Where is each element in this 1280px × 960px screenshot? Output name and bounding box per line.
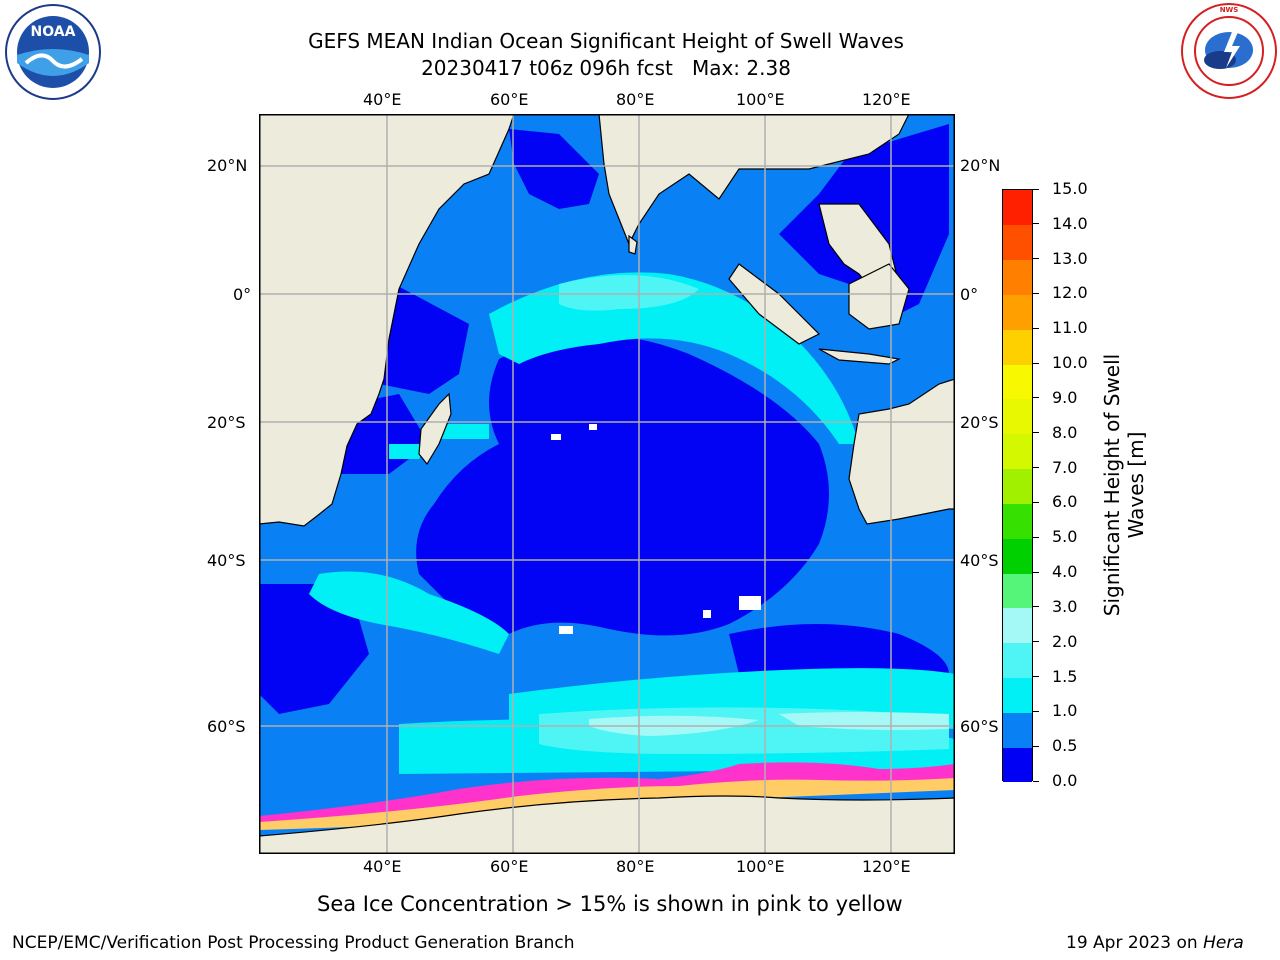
footer-right: 19 Apr 2023 on Hera xyxy=(1066,933,1244,953)
colorbar-segment xyxy=(1003,398,1032,435)
lon-label-bottom-100e: 100°E xyxy=(736,857,785,876)
colorbar-tick xyxy=(1033,606,1039,608)
colorbar-title-line2: Waves [m] xyxy=(1124,431,1148,539)
colorbar-tick xyxy=(1033,676,1039,678)
lat-label-left-40s: 40°S xyxy=(207,551,246,570)
lat-label-right-40s: 40°S xyxy=(960,551,999,570)
colorbar-segment xyxy=(1003,259,1032,295)
map-frame xyxy=(259,114,955,854)
lon-label-bottom-60e: 60°E xyxy=(490,857,529,876)
colorbar-tick xyxy=(1033,501,1039,503)
colorbar-level-label: 8.0 xyxy=(1052,422,1078,442)
nws-logo-icon: NWS xyxy=(1180,2,1278,104)
sea-ice-caption: Sea Ice Concentration > 15% is shown in … xyxy=(317,892,903,916)
colorbar-segment xyxy=(1003,573,1032,609)
lon-label-top-120e: 120°E xyxy=(862,90,911,109)
colorbar-segment xyxy=(1003,607,1032,644)
colorbar-tick xyxy=(1033,536,1039,538)
colorbar-level-label: 1.5 xyxy=(1052,666,1078,686)
small-islands xyxy=(551,424,761,634)
colorbar-tick xyxy=(1033,327,1039,329)
lon-label-bottom-120e: 120°E xyxy=(862,857,911,876)
colorbar-level-label: 2.0 xyxy=(1052,631,1078,651)
lon-label-top-80e: 80°E xyxy=(616,90,655,109)
colorbar-tick xyxy=(1033,397,1039,399)
colorbar-segment xyxy=(1003,468,1032,504)
colorbar-tick xyxy=(1033,745,1039,747)
noaa-logo-icon: NOAA xyxy=(4,3,102,105)
colorbar-level-label: 3.0 xyxy=(1052,596,1078,616)
lon-label-top-100e: 100°E xyxy=(736,90,785,109)
colorbar-tick xyxy=(1033,362,1039,364)
lon-label-top-40e: 40°E xyxy=(363,90,402,109)
land-madagascar xyxy=(418,392,452,466)
chart-title-line2: 20230417 t06z 096h fcst Max: 2.38 xyxy=(421,56,791,80)
colorbar-level-label: 4.0 xyxy=(1052,562,1078,582)
chart-title-line1: GEFS MEAN Indian Ocean Significant Heigh… xyxy=(308,29,904,53)
colorbar-segment xyxy=(1003,538,1032,574)
footer-date: 19 Apr 2023 on xyxy=(1066,933,1204,953)
noaa-logo-text: NOAA xyxy=(31,24,76,40)
colorbar-tick xyxy=(1033,467,1039,469)
land-australia xyxy=(848,378,955,525)
land-sri-lanka xyxy=(628,234,638,255)
colorbar-level-label: 15.0 xyxy=(1052,179,1088,198)
lat-label-left-60s: 60°S xyxy=(207,717,246,736)
colorbar-tick xyxy=(1033,188,1039,190)
colorbar-level-label: 12.0 xyxy=(1052,283,1088,303)
colorbar-level-label: 1.0 xyxy=(1052,701,1078,721)
land-java xyxy=(818,348,901,365)
colorbar-title-line1: Significant Height of Swell xyxy=(1100,353,1124,617)
footer-host: Hera xyxy=(1203,933,1244,953)
lat-label-left-20n: 20°N xyxy=(207,156,248,175)
colorbar-level-label: 10.0 xyxy=(1052,353,1088,373)
colorbar-level-label: 7.0 xyxy=(1052,457,1078,477)
colorbar-level-label: 13.0 xyxy=(1052,248,1088,268)
colorbar-segment xyxy=(1003,190,1032,226)
colorbar-segment xyxy=(1003,364,1032,400)
colorbar-tick xyxy=(1033,571,1039,573)
colorbar-level-label: 9.0 xyxy=(1052,387,1078,407)
swell-height-map xyxy=(259,114,955,854)
svg-text:NWS: NWS xyxy=(1220,6,1239,14)
colorbar-tick xyxy=(1033,432,1039,434)
colorbar-level-label: 5.0 xyxy=(1052,527,1078,547)
colorbar-level-label: 0.0 xyxy=(1052,771,1078,790)
colorbar-tick xyxy=(1033,292,1039,294)
colorbar-level-label: 11.0 xyxy=(1052,318,1088,338)
lat-label-left-0: 0° xyxy=(233,285,252,304)
footer-left: NCEP/EMC/Verification Post Processing Pr… xyxy=(12,933,575,953)
colorbar-title: Significant Height of Swell Waves [m] xyxy=(1100,335,1148,635)
colorbar xyxy=(1002,189,1033,783)
land-india xyxy=(598,114,910,246)
lon-label-bottom-40e: 40°E xyxy=(363,857,402,876)
lat-label-left-20s: 20°S xyxy=(207,413,246,432)
colorbar-segment xyxy=(1003,712,1032,748)
colorbar-segment xyxy=(1003,294,1032,330)
lon-label-bottom-80e: 80°E xyxy=(616,857,655,876)
land-borneo xyxy=(848,263,910,330)
colorbar-segment xyxy=(1003,503,1032,539)
colorbar-segment xyxy=(1003,224,1032,261)
colorbar-tick xyxy=(1033,710,1039,712)
colorbar-level-label: 14.0 xyxy=(1052,213,1088,233)
colorbar-segment xyxy=(1003,677,1032,713)
lat-label-right-20s: 20°S xyxy=(960,413,999,432)
lon-label-top-60e: 60°E xyxy=(490,90,529,109)
colorbar-tick xyxy=(1033,641,1039,643)
colorbar-segment xyxy=(1003,642,1032,679)
colorbar-segment xyxy=(1003,433,1032,470)
lat-label-right-60s: 60°S xyxy=(960,717,999,736)
colorbar-tick xyxy=(1033,258,1039,260)
colorbar-tick xyxy=(1033,223,1039,225)
colorbar-level-label: 0.5 xyxy=(1052,736,1078,756)
colorbar-tick xyxy=(1033,780,1039,782)
lat-label-right-20n: 20°N xyxy=(960,156,1001,175)
colorbar-segment xyxy=(1003,747,1032,783)
lat-label-right-0: 0° xyxy=(960,285,979,304)
colorbar-level-label: 6.0 xyxy=(1052,492,1078,512)
graticule xyxy=(259,114,955,854)
land-antarctica xyxy=(259,795,955,854)
colorbar-segment xyxy=(1003,329,1032,365)
